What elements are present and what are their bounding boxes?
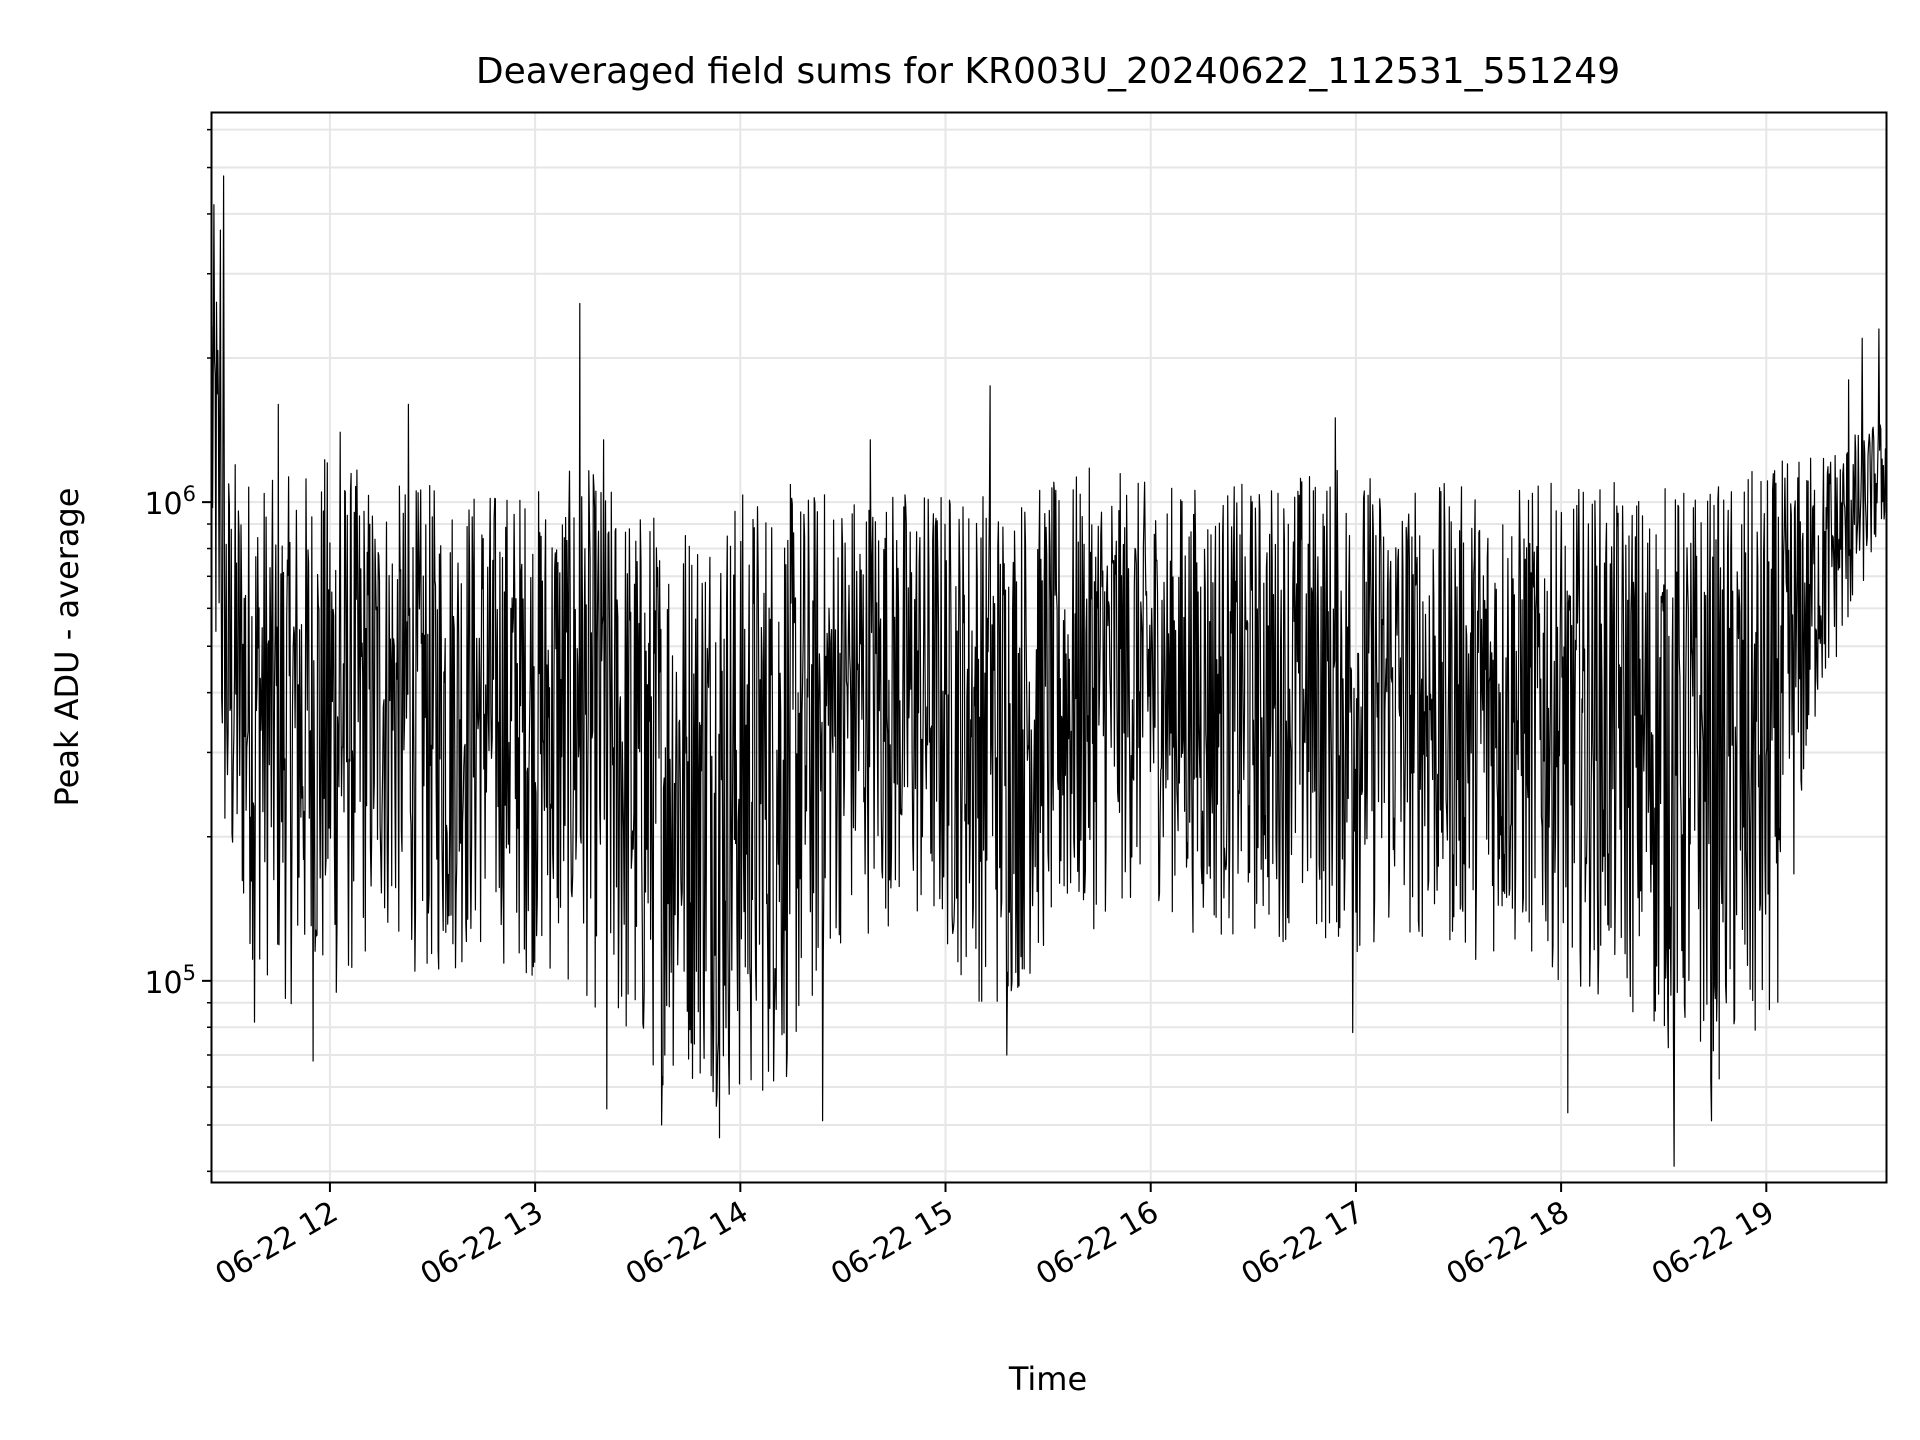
x-tick-label: 06-22 16	[1030, 1195, 1164, 1293]
x-tick-label: 06-22 15	[825, 1195, 959, 1293]
chart-title: Deaveraged field sums for KR003U_2024062…	[476, 51, 1620, 92]
x-axis: 06-22 12 06-22 13 06-22 14 06-22 15 06-22 16…	[210, 1182, 1780, 1293]
plot-frame	[210, 111, 1888, 1184]
x-tick-label: 06-22 12	[210, 1195, 344, 1293]
x-tick-label: 06-22 13	[415, 1195, 549, 1293]
x-tick-label: 06-22 18	[1441, 1195, 1575, 1293]
y-tick-label: 105	[144, 961, 196, 1001]
x-tick-label: 06-22 17	[1236, 1195, 1370, 1293]
y-tick-label: 106	[144, 482, 196, 522]
series-line	[211, 175, 1887, 1167]
y-axis-label: Peak ADU - average	[48, 488, 86, 807]
x-axis-label: Time	[1008, 1360, 1087, 1398]
y-axis: 105 106	[144, 128, 212, 1173]
data-series	[211, 175, 1887, 1167]
x-tick-label: 06-22 14	[620, 1195, 754, 1293]
x-tick-label: 06-22 19	[1646, 1195, 1780, 1293]
